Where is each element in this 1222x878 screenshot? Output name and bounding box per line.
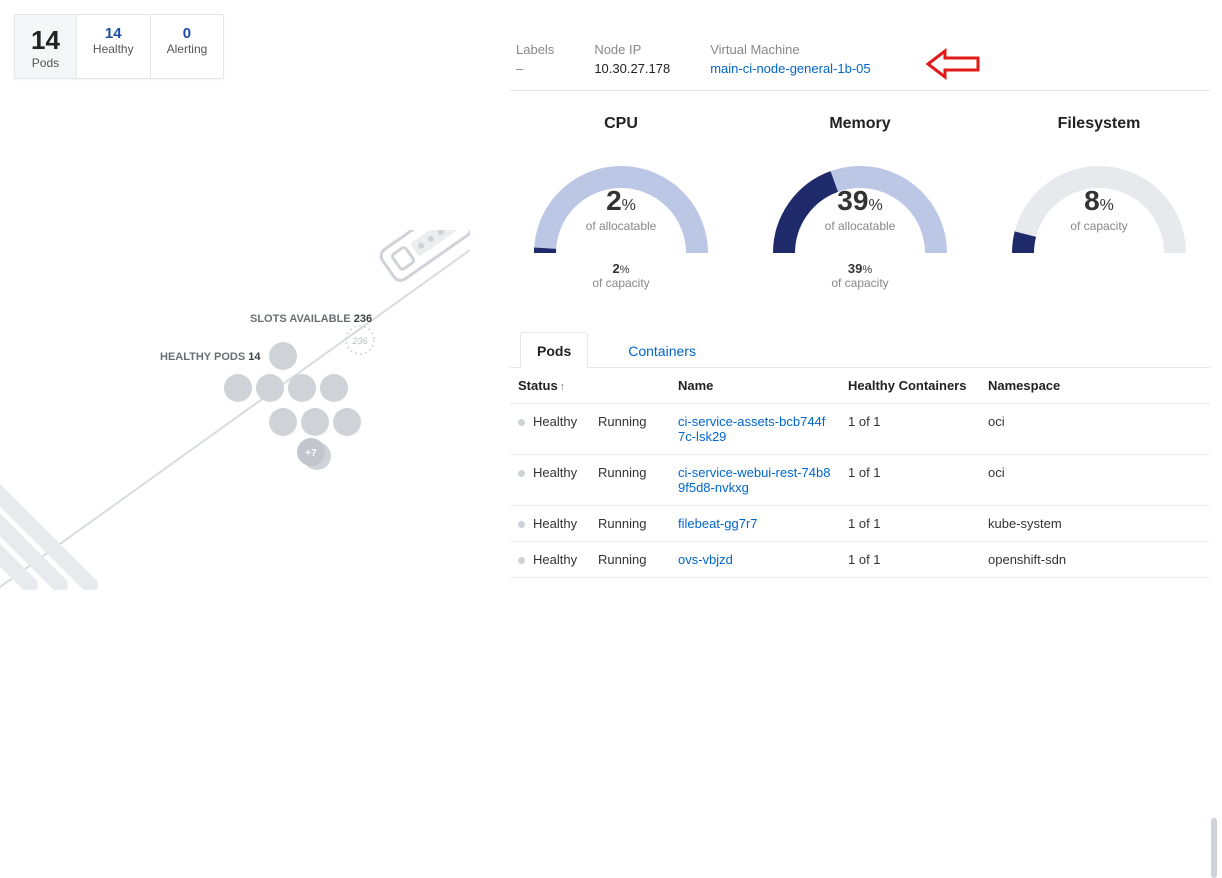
pod-name-link[interactable]: filebeat-gg7r7: [678, 516, 758, 531]
cell-name: filebeat-gg7r7: [670, 506, 840, 542]
meta-vm: Virtual Machine main-ci-node-general-1b-…: [710, 42, 870, 76]
pods-total-label: Pods: [31, 56, 60, 70]
node-isometric-illustration: 236 SLOTS AVAILABLE 236 HEALTHY PODS 14 …: [0, 230, 470, 590]
gauge-memory-pct2: 39: [848, 261, 862, 276]
cell-healthy: 1 of 1: [840, 506, 980, 542]
gauge-fs-pct: 8: [1084, 185, 1100, 216]
pods-healthy-value: 14: [93, 25, 134, 42]
meta-labels: Labels –: [516, 42, 554, 76]
col-name[interactable]: Name: [670, 368, 840, 404]
pods-alerting-label: Alerting: [167, 42, 208, 56]
gauge-memory-sub1: of allocatable: [755, 219, 965, 233]
status-dot-icon: [518, 419, 525, 426]
gauge-fs-sub1: of capacity: [994, 219, 1204, 233]
meta-nodeip: Node IP 10.30.27.178: [594, 42, 670, 76]
cell-status: Healthy: [510, 404, 590, 455]
pods-healthy-cell[interactable]: 14 Healthy: [76, 15, 150, 78]
svg-text:HEALTHY PODS 14: HEALTHY PODS 14: [160, 351, 261, 363]
pods-table: Status↑ Name Healthy Containers Namespac…: [510, 368, 1210, 578]
col-status[interactable]: Status↑: [510, 368, 590, 404]
meta-nodeip-label: Node IP: [594, 42, 670, 57]
cell-state: Running: [590, 506, 670, 542]
tab-containers[interactable]: Containers: [612, 333, 712, 367]
status-dot-icon: [518, 557, 525, 564]
meta-labels-label: Labels: [516, 42, 554, 57]
cell-namespace: openshift-sdn: [980, 542, 1210, 578]
pods-summary-card: 14 Pods 14 Healthy 0 Alerting: [14, 14, 224, 79]
cell-status: Healthy: [510, 455, 590, 506]
table-row[interactable]: HealthyRunning ci-service-webui-rest-74b8…: [510, 455, 1210, 506]
gauge-memory-title: Memory: [755, 115, 965, 133]
cell-healthy: 1 of 1: [840, 542, 980, 578]
pods-total-cell[interactable]: 14 Pods: [15, 15, 76, 78]
pod-name-link[interactable]: ci-service-assets-bcb744f7c-lsk29: [678, 414, 825, 444]
annotation-arrow-icon: [925, 48, 980, 80]
table-scrollbar[interactable]: [1211, 818, 1217, 878]
node-meta-row: Labels – Node IP 10.30.27.178 Virtual Ma…: [510, 24, 1210, 91]
pods-alerting-cell[interactable]: 0 Alerting: [150, 15, 224, 78]
cell-namespace: oci: [980, 455, 1210, 506]
col-healthy[interactable]: Healthy Containers: [840, 368, 980, 404]
meta-labels-value: –: [516, 61, 554, 76]
cell-state: Running: [590, 455, 670, 506]
meta-vm-label: Virtual Machine: [710, 42, 870, 57]
gauge-cpu-sub1: of allocatable: [516, 219, 726, 233]
gauge-fs-title: Filesystem: [994, 115, 1204, 133]
cell-healthy: 1 of 1: [840, 404, 980, 455]
cell-namespace: oci: [980, 404, 1210, 455]
cell-healthy: 1 of 1: [840, 455, 980, 506]
tab-pods[interactable]: Pods: [520, 332, 588, 368]
meta-nodeip-value: 10.30.27.178: [594, 61, 670, 76]
svg-text:+7: +7: [305, 448, 317, 459]
table-row[interactable]: HealthyRunning ovs-vbjzd 1 of 1openshift-s…: [510, 542, 1210, 578]
sort-asc-icon: ↑: [560, 381, 566, 393]
pods-alerting-value: 0: [167, 25, 208, 42]
cell-name: ci-service-webui-rest-74b89f5d8-nvkxg: [670, 455, 840, 506]
gauge-cpu-pct2: 2: [612, 261, 619, 276]
gauge-memory-sub2: of capacity: [755, 276, 965, 290]
status-dot-icon: [518, 521, 525, 528]
cell-name: ovs-vbjzd: [670, 542, 840, 578]
cell-status: Healthy: [510, 542, 590, 578]
col-namespace[interactable]: Namespace: [980, 368, 1210, 404]
gauge-cpu: CPU 2% of allocatable 2% of capacity: [516, 115, 726, 290]
node-detail-panel: Labels – Node IP 10.30.27.178 Virtual Ma…: [510, 24, 1210, 578]
gauge-cpu-pct: 2: [606, 185, 622, 216]
table-row[interactable]: HealthyRunning ci-service-assets-bcb744f7…: [510, 404, 1210, 455]
status-dot-icon: [518, 470, 525, 477]
svg-text:SLOTS AVAILABLE 236: SLOTS AVAILABLE 236: [250, 313, 372, 325]
detail-tabs: Pods Containers: [510, 332, 1210, 368]
col-state[interactable]: [590, 368, 670, 404]
gauge-memory: Memory 39% of allocatable 39% of capacit…: [755, 115, 965, 290]
gauge-cpu-title: CPU: [516, 115, 726, 133]
svg-text:236: 236: [351, 336, 367, 346]
gauge-cpu-sub2: of capacity: [516, 276, 726, 290]
cell-name: ci-service-assets-bcb744f7c-lsk29: [670, 404, 840, 455]
pod-name-link[interactable]: ovs-vbjzd: [678, 552, 733, 567]
cell-status: Healthy: [510, 506, 590, 542]
pod-name-link[interactable]: ci-service-webui-rest-74b89f5d8-nvkxg: [678, 465, 830, 495]
cell-state: Running: [590, 542, 670, 578]
pods-healthy-label: Healthy: [93, 42, 134, 56]
gauge-filesystem: Filesystem 8% of capacity ..: [994, 115, 1204, 290]
cell-namespace: kube-system: [980, 506, 1210, 542]
pods-total-value: 14: [31, 25, 60, 56]
resource-gauges: CPU 2% of allocatable 2% of capacity Mem…: [510, 115, 1210, 290]
slots-chip-icon: [378, 230, 470, 283]
gauge-memory-pct: 39: [837, 185, 868, 216]
meta-vm-link[interactable]: main-ci-node-general-1b-05: [710, 61, 870, 76]
table-row[interactable]: HealthyRunning filebeat-gg7r7 1 of 1kube-s…: [510, 506, 1210, 542]
cell-state: Running: [590, 404, 670, 455]
